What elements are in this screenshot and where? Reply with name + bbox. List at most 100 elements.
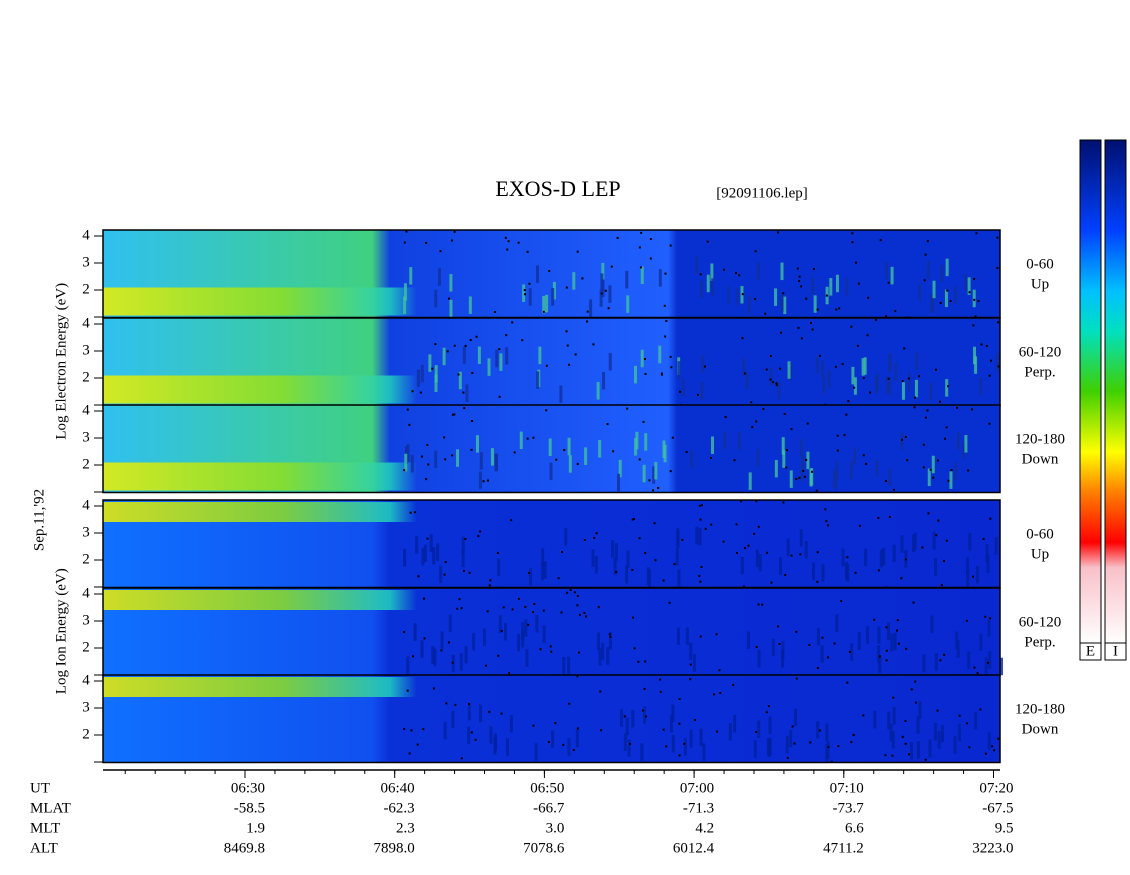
noise-dot [539, 648, 542, 651]
noise-dot [524, 293, 527, 296]
spectrogram-streak [822, 376, 826, 394]
spectrogram-streak [540, 562, 544, 581]
noise-dot [414, 511, 417, 514]
panel-range: 120-180 [1015, 431, 1065, 447]
noise-dot [505, 334, 508, 337]
spectrogram-streak [403, 296, 407, 315]
noise-dot [659, 678, 662, 681]
noise-dot [936, 709, 939, 712]
noise-dot [550, 650, 553, 653]
noise-dot [888, 515, 891, 518]
spectrogram-streak [787, 361, 791, 379]
spectrogram-streak [589, 299, 593, 317]
noise-dot [488, 710, 491, 713]
noise-dot [460, 607, 463, 610]
noise-dot [921, 546, 924, 549]
panel-direction: Perp. [1024, 634, 1055, 650]
noise-dot [696, 393, 699, 396]
noise-dot [451, 413, 454, 416]
noise-dot [914, 701, 917, 704]
noise-dot [770, 581, 773, 584]
noise-dot [633, 647, 636, 650]
noise-dot [947, 385, 950, 388]
noise-dot [517, 241, 520, 244]
noise-dot [450, 239, 453, 242]
spectrogram-streak [953, 736, 957, 754]
noise-dot [907, 753, 910, 756]
spectrogram-streak [572, 272, 576, 290]
noise-dot [443, 573, 446, 576]
noise-dot [946, 289, 949, 292]
noise-dot [563, 448, 566, 451]
ephemeris-value: 1.9 [246, 820, 265, 836]
spectrogram-streak [816, 721, 820, 739]
spectrogram-streak [552, 281, 556, 300]
spectrogram-streak [813, 295, 817, 313]
spectrogram-streak [727, 286, 731, 304]
spectrogram-streak [538, 346, 542, 365]
noise-dot [494, 310, 497, 313]
spectrogram-streak [785, 735, 789, 754]
y-tick-label: 3 [82, 524, 90, 540]
noise-dot [420, 455, 423, 458]
noise-dot [848, 650, 851, 653]
spectrogram-streak [782, 450, 786, 468]
spectrogram-streak [887, 622, 891, 640]
noise-dot [800, 285, 803, 288]
spectrogram-streak [658, 269, 662, 287]
x-tick-label: 07:00 [680, 780, 714, 796]
noise-dot [926, 409, 929, 412]
noise-dot [678, 722, 681, 725]
spectrogram-streak [987, 619, 991, 637]
noise-dot [827, 656, 830, 659]
ephemeris-value: -67.5 [982, 800, 1013, 816]
noise-dot [901, 379, 904, 382]
noise-dot [929, 468, 932, 471]
noise-dot [713, 693, 716, 696]
spectrogram-streak [676, 530, 680, 549]
spectrogram-streak [940, 264, 944, 282]
noise-dot [446, 350, 449, 353]
spectrogram-streak [598, 440, 602, 458]
noise-dot [440, 649, 443, 652]
spectrogram-streak [815, 356, 819, 375]
noise-dot [821, 636, 824, 639]
spectrogram-streak [916, 716, 920, 734]
spectrogram-streak [885, 376, 889, 394]
noise-dot [918, 375, 921, 378]
spectrogram-streak [437, 268, 441, 286]
noise-dot [850, 741, 853, 744]
spectrogram-streak [644, 433, 648, 451]
spectrogram-streak [548, 438, 552, 456]
noise-dot [974, 315, 977, 318]
noise-dot [945, 426, 948, 429]
noise-dot [905, 647, 908, 650]
spectrogram-streak [535, 265, 539, 283]
spectrogram-streak [783, 296, 787, 315]
noise-dot [576, 675, 579, 678]
noise-dot [943, 560, 946, 563]
noise-dot [836, 434, 839, 437]
panel-frame [102, 404, 1001, 494]
spectrogram-streak [404, 453, 408, 472]
ephemeris-label: MLAT [30, 800, 71, 816]
spectrogram-streak [816, 628, 820, 646]
noise-dot [434, 343, 437, 346]
spectrogram-streak [944, 289, 948, 308]
spectrogram-streak [988, 651, 992, 669]
noise-dot [887, 281, 890, 284]
ephemeris-value: 4.2 [695, 820, 714, 836]
noise-dot [914, 396, 917, 399]
noise-dot [670, 366, 673, 369]
colorbar-label-box [1104, 642, 1127, 661]
spectrogram-streak [987, 732, 991, 750]
spectrogram-streak [857, 632, 861, 650]
spectrogram-streak [789, 729, 793, 748]
spectrogram-streak [654, 461, 658, 480]
noise-dot [927, 512, 930, 515]
noise-dot [904, 742, 907, 745]
spectrogram-streak [494, 453, 498, 472]
noise-dot [892, 488, 895, 491]
spectrogram-streak [440, 631, 444, 649]
noise-dot [825, 520, 828, 523]
